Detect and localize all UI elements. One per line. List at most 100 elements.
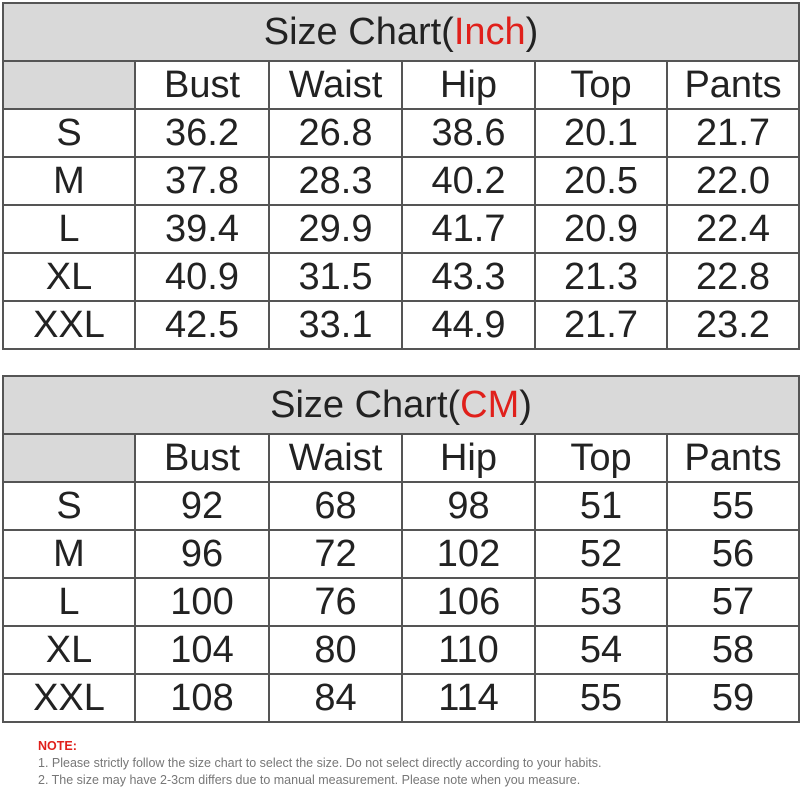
value-cell: 42.5 <box>134 300 270 350</box>
data-row: L 100 76 106 53 57 <box>2 577 800 627</box>
value-cell: 20.1 <box>534 108 668 158</box>
value-cell: 21.3 <box>534 252 668 302</box>
header-cell: Waist <box>268 433 403 483</box>
value-cell: 33.1 <box>268 300 403 350</box>
note-label: NOTE: <box>38 739 77 753</box>
title-cell: Size Chart(CM) <box>1 375 800 435</box>
value-cell: 36.2 <box>134 108 270 158</box>
value-cell: 110 <box>401 625 536 675</box>
note-line: 1. Please strictly follow the size chart… <box>38 756 602 770</box>
value-cell: 22.4 <box>665 204 800 254</box>
value-cell: 55 <box>665 481 800 531</box>
size-cell: S <box>2 108 136 158</box>
header-row: Bust Waist Hip Top Pants <box>2 60 800 110</box>
header-cell: Bust <box>134 60 270 110</box>
value-cell: 55 <box>534 673 668 723</box>
header-cell: Top <box>534 433 668 483</box>
title-row: Size Chart(Inch) <box>1 2 800 62</box>
value-cell: 76 <box>268 577 403 627</box>
data-row: XXL 42.5 33.1 44.9 21.7 23.2 <box>2 300 800 350</box>
title-text: Size Chart( <box>263 10 454 53</box>
value-cell: 21.7 <box>534 300 668 350</box>
value-cell: 114 <box>401 673 536 723</box>
title-unit: Inch <box>453 10 526 53</box>
corner-cell <box>2 433 136 483</box>
value-cell: 31.5 <box>268 252 403 302</box>
value-cell: 51 <box>534 481 668 531</box>
size-cell: L <box>2 577 136 627</box>
data-row: S 92 68 98 51 55 <box>2 481 800 531</box>
header-cell: Hip <box>401 60 536 110</box>
value-cell: 20.9 <box>534 204 668 254</box>
title-unit: CM <box>460 383 520 426</box>
value-cell: 44.9 <box>401 300 536 350</box>
value-cell: 26.8 <box>268 108 403 158</box>
value-cell: 28.3 <box>268 156 403 206</box>
value-cell: 53 <box>534 577 668 627</box>
value-cell: 100 <box>134 577 270 627</box>
data-row: XL 40.9 31.5 43.3 21.3 22.8 <box>2 252 800 302</box>
value-cell: 22.8 <box>665 252 800 302</box>
value-cell: 98 <box>401 481 536 531</box>
value-cell: 23.2 <box>665 300 800 350</box>
value-cell: 40.9 <box>134 252 270 302</box>
value-cell: 106 <box>401 577 536 627</box>
data-row: L 39.4 29.9 41.7 20.9 22.4 <box>2 204 800 254</box>
size-cell: XXL <box>2 300 136 350</box>
title-text: ) <box>525 10 539 53</box>
size-table: Size Chart(Inch) Bust Waist Hip Top Pants S 36.… <box>1 2 800 350</box>
data-row: XXL 108 84 114 55 59 <box>2 673 800 723</box>
value-cell: 68 <box>268 481 403 531</box>
title-cell: Size Chart(Inch) <box>1 2 800 62</box>
value-cell: 104 <box>134 625 270 675</box>
title-text: ) <box>519 383 532 426</box>
header-cell: Waist <box>268 60 403 110</box>
size-cell: S <box>2 481 136 531</box>
size-cell: XL <box>2 625 136 675</box>
value-cell: 96 <box>134 529 270 579</box>
value-cell: 29.9 <box>268 204 403 254</box>
size-cell: L <box>2 204 136 254</box>
value-cell: 40.2 <box>401 156 536 206</box>
size-cell: M <box>2 156 136 206</box>
data-row: XL 104 80 110 54 58 <box>2 625 800 675</box>
value-cell: 41.7 <box>401 204 536 254</box>
header-cell: Bust <box>134 433 270 483</box>
title-row: Size Chart(CM) <box>1 375 800 435</box>
value-cell: 92 <box>134 481 270 531</box>
data-row: M 96 72 102 52 56 <box>2 529 800 579</box>
value-cell: 84 <box>268 673 403 723</box>
value-cell: 22.0 <box>665 156 800 206</box>
header-cell: Top <box>534 60 668 110</box>
data-row: S 36.2 26.8 38.6 20.1 21.7 <box>2 108 800 158</box>
size-cell: XL <box>2 252 136 302</box>
data-row: M 37.8 28.3 40.2 20.5 22.0 <box>2 156 800 206</box>
header-cell: Pants <box>665 433 800 483</box>
value-cell: 56 <box>665 529 800 579</box>
value-cell: 108 <box>134 673 270 723</box>
value-cell: 38.6 <box>401 108 536 158</box>
header-cell: Hip <box>401 433 536 483</box>
note: NOTE: 1. Please strictly follow the size… <box>38 738 601 789</box>
value-cell: 43.3 <box>401 252 536 302</box>
value-cell: 54 <box>534 625 668 675</box>
corner-cell <box>2 60 136 110</box>
value-cell: 20.5 <box>534 156 668 206</box>
value-cell: 80 <box>268 625 403 675</box>
size-table: Size Chart(CM) Bust Waist Hip Top Pants S 92 68 9… <box>1 375 800 723</box>
value-cell: 21.7 <box>665 108 800 158</box>
value-cell: 58 <box>665 625 800 675</box>
size-cell: XXL <box>2 673 136 723</box>
value-cell: 37.8 <box>134 156 270 206</box>
note-line: 2. The size may have 2-3cm differs due t… <box>38 773 581 787</box>
value-cell: 59 <box>665 673 800 723</box>
header-cell: Pants <box>665 60 800 110</box>
value-cell: 72 <box>268 529 403 579</box>
title-text: Size Chart( <box>270 383 461 426</box>
value-cell: 57 <box>665 577 800 627</box>
value-cell: 39.4 <box>134 204 270 254</box>
value-cell: 52 <box>534 529 668 579</box>
header-row: Bust Waist Hip Top Pants <box>2 433 800 483</box>
size-cell: M <box>2 529 136 579</box>
